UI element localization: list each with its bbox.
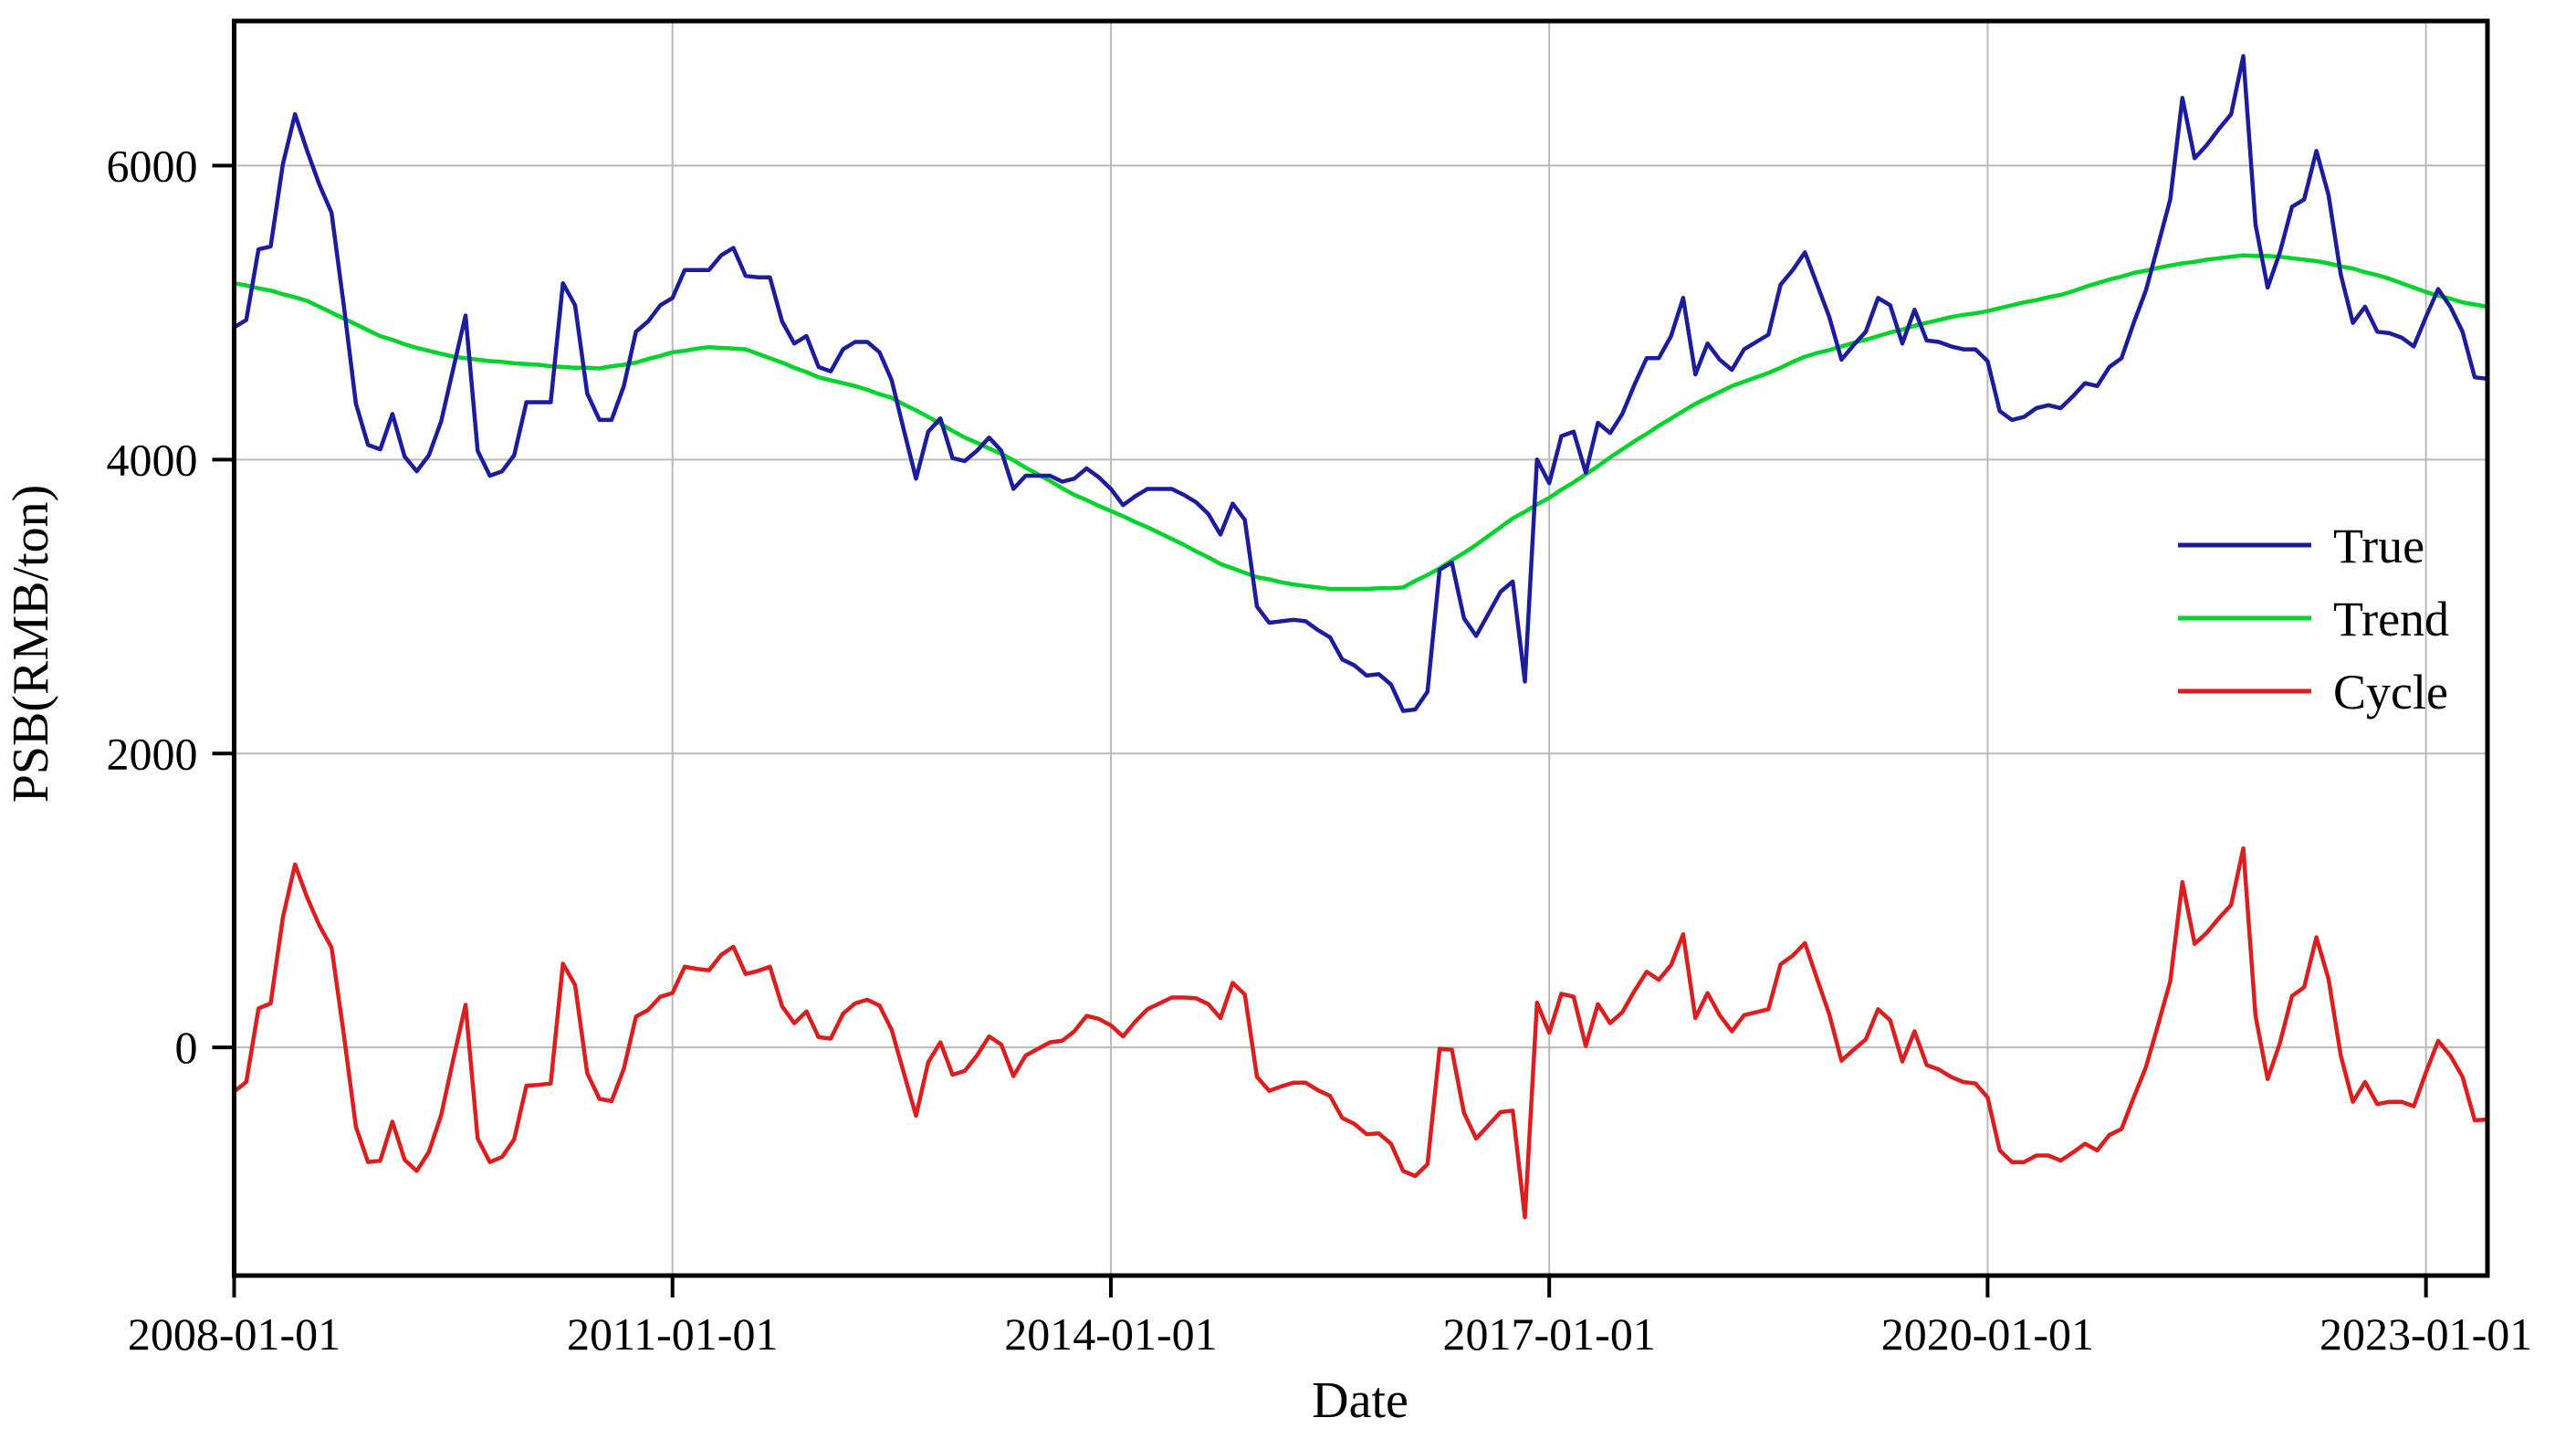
legend-label-trend: Trend xyxy=(2333,592,2449,646)
series-line-true xyxy=(232,54,2489,713)
y-tick-label-2000: 2000 xyxy=(107,728,198,779)
plot-border xyxy=(232,18,2490,1278)
x-tick-label-2017-01-01: 2017-01-01 xyxy=(1443,1308,1656,1360)
x-tick-label-2020-01-01: 2020-01-01 xyxy=(1881,1308,2094,1360)
y-tick-label-6000: 6000 xyxy=(107,140,198,191)
x-tick-label-2011-01-01: 2011-01-01 xyxy=(567,1308,778,1360)
series-lines xyxy=(232,54,2489,1220)
tick-labels: 0 2000 4000 6000 2008-01-01 2011-01-01 2014-01… xyxy=(107,140,2533,1360)
x-tick-label-2008-01-01: 2008-01-01 xyxy=(128,1308,340,1360)
x-axis-label: Date xyxy=(1312,1372,1408,1429)
y-axis-label: PSB(RMB/ton) xyxy=(3,485,59,804)
legend-label-cycle: Cycle xyxy=(2333,665,2448,720)
tick-marks xyxy=(212,163,2428,1297)
x-tick-label-2023-01-01: 2023-01-01 xyxy=(2319,1308,2532,1360)
series-line-trend xyxy=(232,253,2489,592)
gridlines xyxy=(233,21,2487,1276)
legend-label-true: True xyxy=(2333,519,2424,573)
y-tick-label-0: 0 xyxy=(175,1022,198,1073)
series-line-cycle xyxy=(232,846,2489,1220)
x-tick-label-2014-01-01: 2014-01-01 xyxy=(1004,1308,1217,1360)
legend: True Trend Cycle xyxy=(2178,519,2449,720)
y-tick-label-4000: 4000 xyxy=(107,434,198,485)
